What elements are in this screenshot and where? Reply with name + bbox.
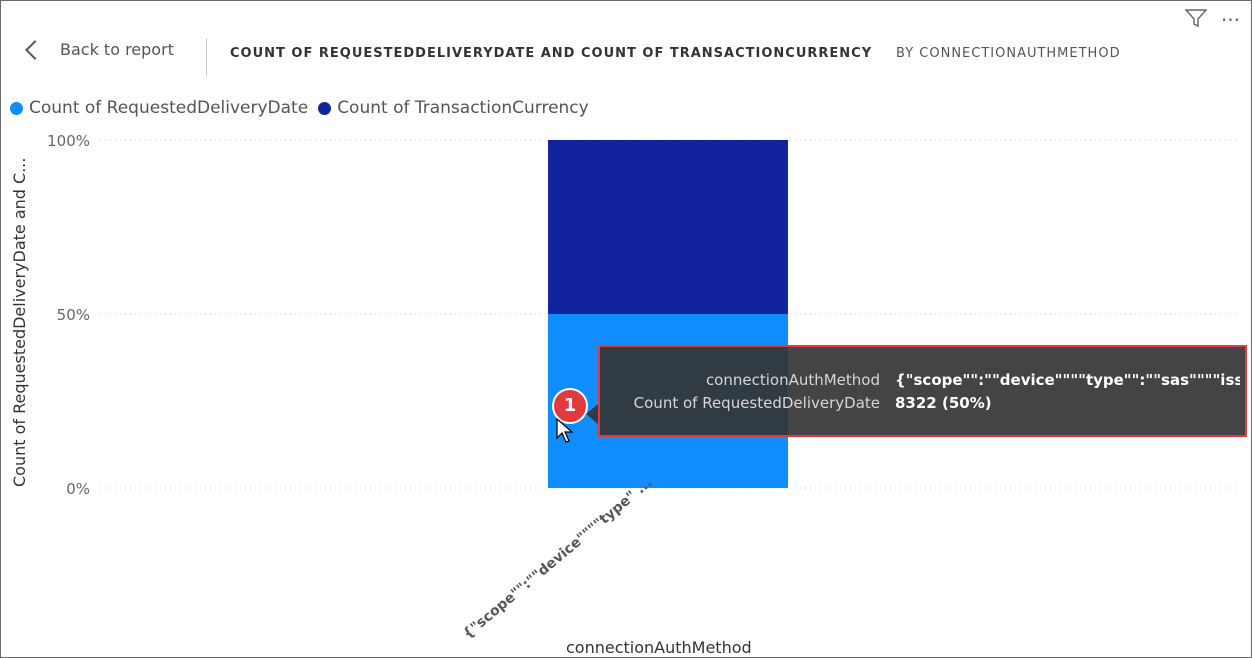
chart-subtitle: BY CONNECTIONAUTHMETHOD xyxy=(896,46,1121,61)
legend-item-transactioncurrency[interactable]: Count of TransactionCurrency xyxy=(318,98,589,118)
x-axis-label: connectionAuthMethod xyxy=(566,638,752,657)
cursor-icon xyxy=(556,417,574,448)
tooltip-pointer xyxy=(586,404,598,424)
filter-icon[interactable] xyxy=(1184,8,1208,31)
y-tick-label: 50% xyxy=(57,306,90,324)
legend-label: Count of RequestedDeliveryDate xyxy=(29,98,309,118)
callout-badge: 1 xyxy=(552,388,588,424)
bar-segment[interactable] xyxy=(548,140,788,314)
tooltip-key: Count of RequestedDeliveryDate xyxy=(633,394,880,412)
y-tick-label: 100% xyxy=(47,132,90,150)
chart-title: COUNT OF REQUESTEDDELIVERYDATE AND COUNT… xyxy=(230,46,873,61)
more-icon[interactable]: ··· xyxy=(1220,7,1240,32)
back-to-report-button[interactable]: Back to report xyxy=(22,39,174,60)
legend-dot xyxy=(318,101,332,115)
y-tick-label: 0% xyxy=(66,480,90,498)
toolbar: ··· xyxy=(1184,7,1240,32)
legend-item-requesteddeliverydate[interactable]: Count of RequestedDeliveryDate xyxy=(10,98,308,118)
header-divider xyxy=(206,38,207,76)
legend-label: Count of TransactionCurrency xyxy=(337,98,589,118)
tooltip-value: 8322 (50%) xyxy=(895,394,992,412)
legend: Count of RequestedDeliveryDate Count of … xyxy=(10,98,589,118)
tooltip: connectionAuthMethod {"scope"":""device"… xyxy=(598,345,1247,437)
tooltip-value: {"scope"":""device""""type"":""sas""""is… xyxy=(895,371,1240,389)
legend-dot xyxy=(10,101,23,115)
back-label: Back to report xyxy=(60,40,174,59)
tooltip-key: connectionAuthMethod xyxy=(705,371,880,389)
